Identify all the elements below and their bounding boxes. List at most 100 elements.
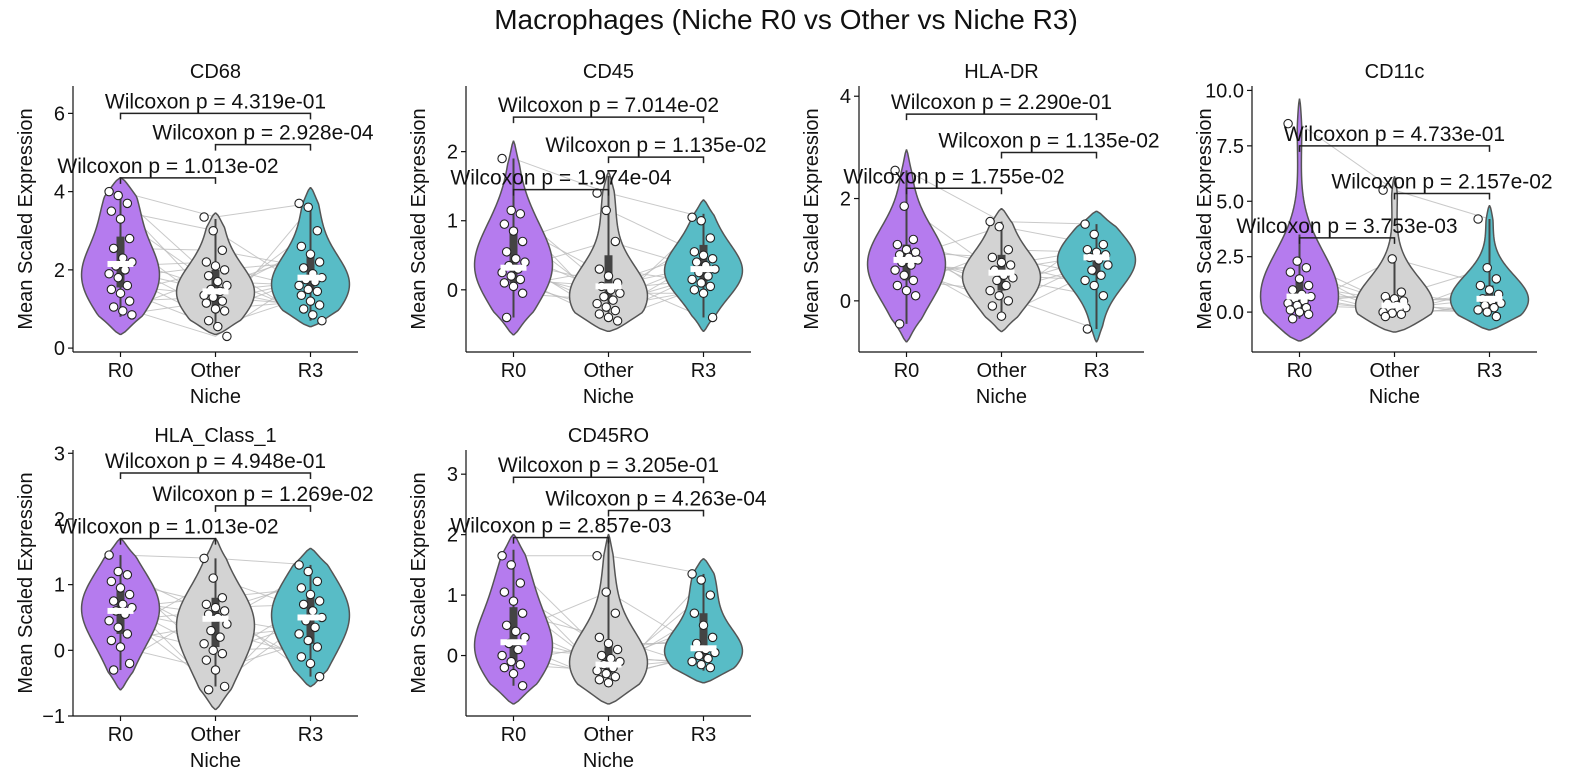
data-point	[298, 263, 309, 273]
data-point	[594, 309, 605, 319]
data-point	[707, 312, 718, 323]
data-point	[506, 656, 516, 667]
y-axis-label: Mean Scaled Expression	[1194, 108, 1216, 329]
data-point	[1482, 307, 1492, 317]
data-point	[1082, 244, 1093, 255]
data-point	[1285, 305, 1296, 315]
data-point	[1285, 267, 1296, 277]
data-point	[508, 281, 519, 292]
data-point	[517, 236, 528, 247]
data-point	[305, 658, 316, 669]
x-tick-label: R0	[1287, 360, 1313, 382]
data-point	[118, 599, 128, 610]
significance-bracket	[512, 536, 610, 544]
significance-label: Wilcoxon p = 2.157e-02	[1331, 171, 1552, 194]
x-tick-label: R0	[108, 724, 134, 746]
median-marker	[1476, 295, 1503, 302]
data-point	[1489, 302, 1499, 313]
data-point	[691, 257, 702, 267]
data-point	[317, 315, 327, 326]
data-point	[985, 216, 995, 227]
data-point	[705, 662, 716, 673]
data-point	[515, 274, 526, 285]
panel-title: CD11c	[1365, 61, 1425, 83]
data-point	[610, 236, 621, 247]
data-point	[1396, 287, 1407, 297]
significance-bracket	[1393, 192, 1491, 200]
significance-label: Wilcoxon p = 2.290e-01	[891, 91, 1112, 114]
data-point	[910, 290, 921, 301]
significance-label: Wilcoxon p = 2.857e-03	[450, 515, 671, 538]
data-point	[294, 198, 304, 209]
data-point	[314, 596, 325, 606]
x-tick-label: R0	[108, 360, 134, 382]
data-point	[199, 639, 209, 649]
significance-label: Wilcoxon p = 1.269e-02	[152, 483, 373, 506]
median-marker	[500, 639, 527, 646]
data-point	[694, 650, 704, 661]
data-point	[122, 280, 133, 291]
data-point	[501, 620, 512, 631]
data-point	[106, 284, 117, 295]
data-point	[1080, 219, 1090, 229]
data-point	[1003, 296, 1014, 306]
y-tick-label: 0	[447, 646, 458, 668]
data-point	[908, 234, 919, 245]
data-point	[305, 296, 316, 306]
data-point	[124, 658, 135, 669]
data-point	[592, 551, 602, 561]
data-point	[992, 275, 1002, 286]
median-marker	[690, 645, 717, 652]
data-point	[1473, 214, 1483, 224]
data-point	[104, 550, 114, 560]
data-point	[705, 233, 716, 243]
median-marker	[107, 607, 134, 614]
x-tick-label: Other	[190, 724, 240, 746]
data-point	[890, 165, 900, 176]
panel-cd45ro: 0 1 2 3 R0 Other R3 Niche Mean Scaled Expression…	[408, 425, 767, 772]
x-tick-label: Other	[583, 724, 633, 746]
panel-title: CD45RO	[568, 425, 649, 447]
y-axis-label: Mean Scaled Expression	[15, 108, 37, 329]
data-point	[985, 285, 995, 296]
data-point	[215, 632, 225, 642]
data-point	[206, 625, 216, 636]
data-point	[217, 245, 228, 256]
x-tick-label: R3	[298, 360, 324, 382]
significance-label: Wilcoxon p = 1.974e-04	[450, 167, 672, 190]
x-axis-label: Niche	[583, 750, 634, 772]
data-point	[1087, 265, 1097, 275]
data-point	[296, 583, 307, 593]
significance-bracket	[512, 116, 705, 124]
data-point	[1294, 274, 1305, 284]
data-point	[687, 212, 697, 223]
y-tick-label: 3	[54, 443, 65, 465]
data-point	[499, 219, 510, 229]
data-point	[1287, 313, 1298, 324]
data-point	[610, 305, 621, 316]
data-point	[104, 186, 114, 197]
data-point	[208, 225, 218, 236]
data-point	[294, 280, 304, 291]
data-point	[506, 271, 516, 281]
y-tick-label: 0.0	[1216, 302, 1244, 324]
data-point	[1491, 311, 1502, 322]
data-point	[1294, 307, 1305, 317]
x-axis-label: Niche	[190, 750, 241, 772]
data-point	[213, 321, 223, 332]
data-point	[303, 635, 313, 646]
data-point	[592, 665, 602, 676]
data-point	[705, 590, 716, 600]
data-point	[705, 281, 716, 292]
data-point	[1080, 275, 1090, 286]
x-tick-label: R0	[501, 724, 527, 746]
data-point	[994, 290, 1004, 301]
data-point	[124, 296, 135, 306]
data-point	[294, 629, 304, 639]
data-point	[696, 215, 706, 226]
data-point	[308, 310, 318, 320]
data-point	[1380, 311, 1391, 322]
data-point	[608, 295, 618, 305]
data-point	[113, 566, 123, 577]
data-point	[104, 269, 114, 279]
